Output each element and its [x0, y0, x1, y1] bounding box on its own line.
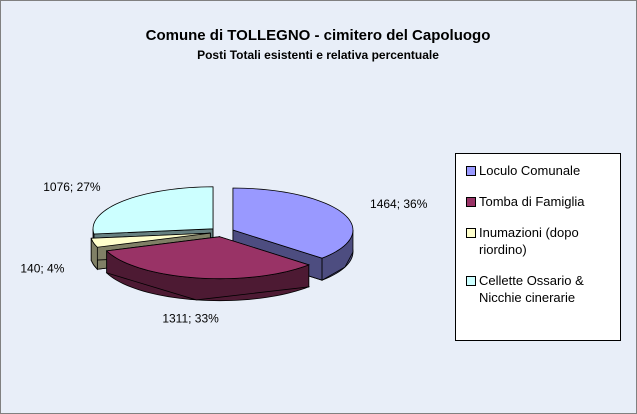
slice	[232, 187, 354, 259]
data-label: 1464; 36%	[370, 197, 428, 211]
data-label: 140; 4%	[20, 262, 64, 276]
legend-label: Loculo Comunale	[479, 163, 581, 178]
legend-entry: Tomba di Famiglia	[466, 193, 614, 210]
legend-label: Cellette Ossario & Nicchie cinerarie	[479, 273, 584, 305]
legend-entry: Cellette Ossario & Nicchie cinerarie	[466, 272, 614, 306]
legend: Loculo Comunale Tomba di Famiglia Inumazio…	[455, 153, 621, 341]
legend-swatch	[466, 276, 476, 286]
slice	[105, 236, 311, 280]
legend-swatch	[466, 228, 476, 238]
chart-title: Comune di TOLLEGNO - cimitero del Capolu…	[146, 27, 491, 44]
legend-label: Tomba di Famiglia	[479, 194, 585, 209]
data-label: 1311; 33%	[162, 312, 219, 326]
legend-entry: Loculo Comunale	[466, 162, 614, 179]
legend-swatch	[466, 166, 476, 176]
legend-label: Inumazioni (dopo riordino)	[479, 225, 579, 257]
legend-entry: Inumazioni (dopo riordino)	[466, 224, 614, 258]
chart-subtitle: Posti Totali esistenti e relativa percen…	[197, 48, 439, 62]
slice	[92, 186, 214, 235]
slice	[90, 232, 211, 248]
legend-swatch	[466, 197, 476, 207]
data-label: 1076; 27%	[43, 180, 101, 194]
